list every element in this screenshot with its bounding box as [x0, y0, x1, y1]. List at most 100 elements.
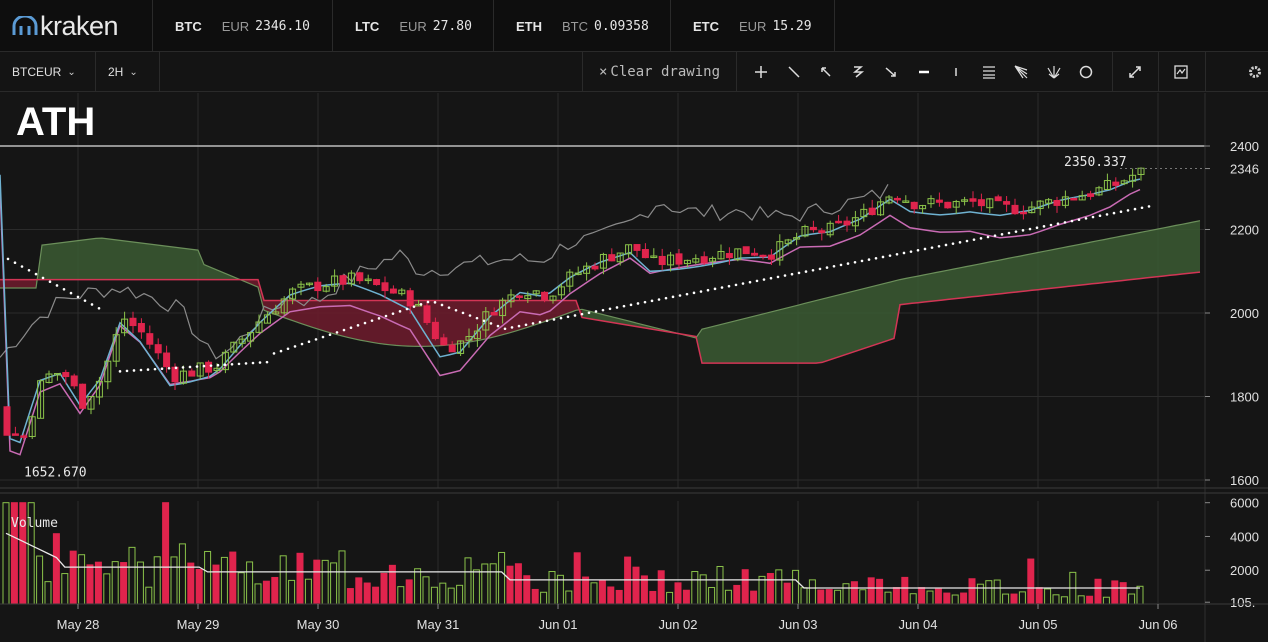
candle — [431, 321, 439, 340]
crosshair-icon[interactable] — [749, 60, 773, 84]
ichimoku-cloud — [744, 317, 750, 364]
ichimoku-cloud — [768, 311, 774, 364]
ichimoku-cloud — [942, 270, 948, 301]
volume-bar — [405, 579, 413, 605]
ichimoku-cloud — [828, 296, 834, 361]
candle — [902, 200, 910, 203]
ichimoku-cloud — [888, 281, 894, 341]
settings-icon[interactable] — [1243, 60, 1267, 84]
candle — [448, 344, 456, 353]
ichimoku-cloud — [48, 243, 54, 280]
ichimoku-cloud — [978, 263, 984, 297]
volume-bar — [346, 588, 354, 605]
ichimoku-cloud — [378, 300, 384, 345]
ichimoku-cloud — [702, 327, 708, 364]
ichimoku-cloud — [606, 315, 612, 323]
ticker-value: 15.29 — [772, 18, 812, 34]
volume-bar — [447, 587, 455, 605]
date-tick-label: Jun 03 — [778, 617, 817, 632]
volume-bar — [850, 581, 858, 605]
kraken-logo-icon — [12, 16, 38, 35]
ticker-etc[interactable]: ETC EUR 15.29 — [671, 0, 835, 52]
ichimoku-cloud — [822, 297, 828, 363]
volume-bar — [943, 592, 951, 605]
volume-bar — [128, 546, 136, 605]
fullscreen-icon[interactable] — [1123, 60, 1147, 84]
interval-select[interactable]: 2H ⌄ — [96, 52, 160, 92]
psar-dot — [293, 345, 297, 348]
circle-icon[interactable] — [1074, 60, 1098, 84]
psar-dot — [811, 268, 815, 272]
volume-bar — [422, 576, 430, 605]
candle — [557, 286, 565, 296]
volume-bar — [775, 569, 783, 605]
ichimoku-cloud — [534, 300, 540, 326]
psar-dot — [902, 251, 906, 255]
clear-drawing-button[interactable]: × Clear drawing — [582, 52, 737, 92]
psar-dot — [979, 237, 983, 240]
volume-bar — [464, 557, 472, 605]
candle — [28, 416, 36, 438]
ichimoku-cloud — [732, 320, 738, 364]
psar-dot — [139, 368, 143, 372]
volume-tick-label: 4000 — [1230, 529, 1259, 544]
psar-dot — [174, 366, 178, 370]
volume-bar — [1052, 594, 1060, 605]
ichimoku-cloud — [882, 282, 888, 343]
fan-icon[interactable] — [1009, 60, 1033, 84]
ticker-symbol: LTC — [355, 18, 380, 34]
psar-dot — [132, 369, 136, 372]
fib-fan-icon[interactable] — [1042, 60, 1066, 84]
ichimoku-cloud — [714, 324, 720, 364]
psar-dot — [678, 294, 682, 297]
candle — [1011, 204, 1019, 215]
arrow-line-icon[interactable] — [814, 60, 838, 84]
date-tick-label: Jun 04 — [898, 617, 937, 632]
volume-bar — [1102, 596, 1110, 605]
candle — [868, 207, 876, 216]
psar-dot — [1105, 213, 1109, 216]
volume-bar — [590, 582, 598, 605]
indicators-icon[interactable] — [1169, 60, 1193, 84]
chart-canvas[interactable]: 2350.337 1652.670 1600 1800 2000 2200 2346 2400… — [0, 93, 1268, 642]
pair-select[interactable]: BTCEUR ⌄ — [0, 52, 96, 92]
volume-bar — [296, 552, 304, 605]
ticker-btc[interactable]: BTC EUR 2346.10 — [153, 0, 333, 52]
ichimoku-cloud — [1062, 246, 1068, 288]
vertical-line-icon[interactable] — [944, 60, 968, 84]
candle — [616, 252, 624, 263]
psar-dot — [20, 265, 24, 268]
candle — [977, 199, 985, 207]
ticker-ltc[interactable]: LTC EUR 27.80 — [333, 0, 494, 52]
psar-dot — [797, 271, 801, 275]
ichimoku-cloud — [1020, 254, 1026, 292]
ichimoku-cloud — [72, 240, 78, 280]
parallel-lines-icon[interactable] — [977, 60, 1001, 84]
horizontal-line-icon[interactable] — [912, 60, 936, 84]
psar-dot — [839, 263, 843, 267]
price-chart[interactable]: 2350.337 1652.670 1600 1800 2000 2200 2346 2400… — [0, 93, 1268, 642]
ichimoku-cloud — [336, 300, 342, 336]
ichimoku-cloud — [1014, 256, 1020, 293]
ticker-eth[interactable]: ETH BTC 0.09358 — [494, 0, 671, 52]
psar-dot — [279, 349, 283, 353]
ichimoku-cloud — [846, 291, 852, 355]
psar-dot — [181, 366, 185, 369]
candle — [591, 265, 599, 270]
psar-dot — [776, 275, 780, 279]
volume-bar — [1010, 593, 1018, 605]
candle — [163, 352, 171, 368]
line-icon[interactable] — [782, 60, 806, 84]
ray-icon[interactable] — [879, 60, 903, 84]
ichimoku-cloud — [1104, 238, 1110, 283]
ichimoku-cloud — [156, 244, 162, 280]
ichimoku-cloud — [78, 239, 84, 280]
curve-icon[interactable] — [846, 60, 870, 84]
volume-bar — [111, 561, 119, 605]
psar-dot — [209, 364, 213, 367]
candle — [1078, 195, 1086, 201]
ichimoku-cloud — [324, 300, 330, 333]
ichimoku-cloud — [312, 300, 318, 330]
kraken-logo[interactable]: kraken — [0, 0, 153, 52]
volume-label: Volume — [11, 516, 58, 531]
